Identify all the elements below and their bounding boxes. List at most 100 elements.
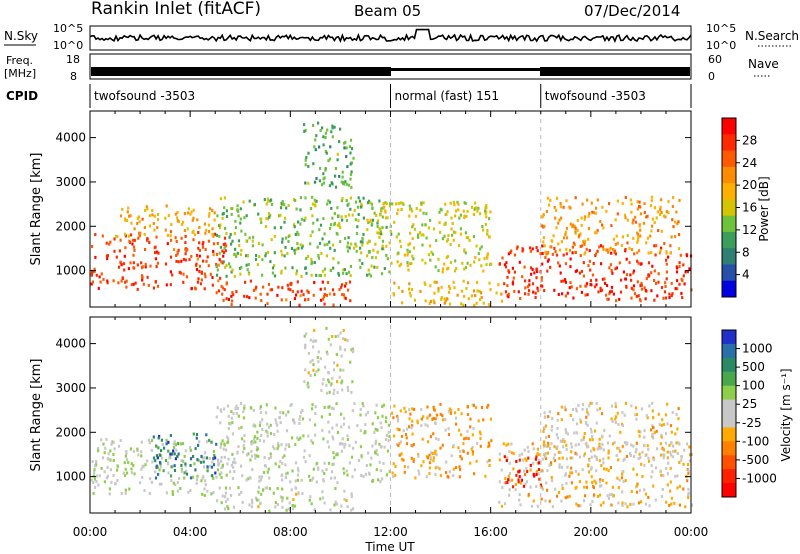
velocity-cell-0 [176, 489, 179, 493]
velocity-cell-0 [203, 465, 206, 469]
velocity-cell-7 [573, 431, 576, 435]
power-cell-0 [224, 244, 228, 248]
power-cell-4 [385, 202, 388, 206]
velocity-cell-1 [210, 465, 214, 469]
velocity-cell-7 [651, 409, 654, 413]
power-cell-6 [508, 270, 511, 274]
power-cell-6 [632, 288, 635, 292]
power-cell-5 [500, 299, 504, 303]
power-cell-3 [280, 226, 283, 230]
velocity-cell-0 [189, 488, 192, 492]
power-cell-0 [98, 275, 101, 279]
velocity-cell-0 [203, 493, 206, 497]
velocity-cell-0 [221, 439, 224, 443]
velocity-cell-3 [368, 472, 371, 476]
power-cell-3 [379, 232, 382, 235]
power-cell-7 [660, 211, 663, 214]
velocity-cell-5 [553, 453, 556, 457]
power-cell-6 [653, 269, 656, 273]
velocity-cell-3 [239, 402, 243, 405]
velocity-cell-4 [433, 408, 436, 412]
velocity-cell-4 [404, 410, 407, 414]
power-cell-2 [285, 298, 288, 302]
velocity-cell-0 [97, 483, 100, 487]
power-cell-2 [220, 284, 223, 288]
power-cell-6 [653, 298, 656, 302]
power-cell-4 [464, 251, 467, 255]
power-cell-7 [601, 205, 604, 209]
velocity-cell-5 [660, 495, 663, 498]
velocity-cell-2 [257, 490, 260, 494]
power-cell-4 [408, 250, 411, 254]
power-cell-0 [105, 241, 108, 245]
power-cell-3 [295, 247, 298, 251]
velocity-cell-1 [154, 459, 157, 463]
power-cell-3 [218, 224, 221, 227]
power-cell-3 [321, 237, 324, 241]
power-cell-0 [197, 277, 200, 281]
velocity-cell-2 [255, 498, 259, 502]
power-cell-6 [551, 252, 554, 256]
velocity-cell-4 [393, 404, 396, 408]
power-cell-6 [619, 290, 623, 294]
power-cell-3 [340, 215, 343, 219]
power-cell-6 [624, 277, 627, 281]
colorbar-tick-label: 8 [742, 245, 750, 259]
power-cell-7 [621, 235, 624, 239]
power-cell-6 [528, 279, 531, 283]
power-cell-7 [659, 248, 662, 252]
velocity-cell-1 [215, 442, 218, 446]
velocity-cell-4 [416, 421, 419, 425]
power-cell-3 [371, 222, 374, 226]
power-cell-6 [510, 249, 513, 253]
velocity-cell-3 [304, 460, 307, 464]
power-cell-7 [605, 248, 608, 252]
power-cell-2 [296, 280, 299, 284]
velocity-cell-2 [329, 508, 332, 512]
velocity-cell-5 [629, 454, 632, 457]
power-cell-4 [383, 205, 386, 209]
power-cell-8 [331, 124, 334, 128]
velocity-cell-7 [603, 428, 606, 432]
velocity-cell-3 [315, 480, 318, 484]
colorbar-tick-label: 12 [742, 223, 757, 237]
velocity-cell-2 [310, 502, 313, 506]
velocity-cell-2 [223, 495, 227, 499]
velocity-cell-4 [447, 427, 450, 431]
power-cell-4 [483, 257, 486, 261]
velocity-cell-8 [340, 381, 343, 385]
power-cell-4 [370, 202, 373, 206]
velocity-cell-3 [254, 440, 257, 444]
power-cell-7 [659, 205, 662, 209]
velocity-cell-8 [343, 348, 346, 352]
velocity-cell-5 [527, 449, 530, 453]
power-cell-7 [642, 221, 646, 225]
power-cell-0 [142, 282, 145, 286]
velocity-cell-0 [160, 482, 163, 486]
power-cell-3 [348, 270, 351, 274]
power-cell-3 [349, 274, 352, 278]
velocity-cell-3 [320, 415, 323, 419]
velocity-cell-5 [540, 497, 543, 501]
velocity-cell-4 [479, 437, 482, 441]
velocity-cell-4 [441, 418, 445, 422]
power-cell-4 [485, 215, 488, 219]
power-cell-8 [345, 182, 348, 186]
velocity-cell-7 [633, 455, 636, 458]
power-cell-3 [384, 216, 388, 220]
velocity-cell-4 [441, 414, 444, 418]
velocity-cell-3 [357, 459, 361, 462]
velocity-cell-3 [294, 461, 298, 465]
power-cell-7 [655, 216, 658, 220]
power-cell-6 [549, 265, 552, 269]
velocity-cell-5 [669, 466, 672, 470]
velocity-cell-3 [350, 455, 354, 459]
power-cell-3 [321, 269, 325, 273]
power-cell-6 [610, 285, 614, 289]
power-cell-3 [299, 243, 302, 247]
power-cell-3 [230, 242, 233, 246]
power-cell-3 [346, 249, 350, 253]
power-cell-6 [682, 263, 685, 267]
velocity-cell-5 [602, 501, 605, 505]
velocity-cell-8 [339, 368, 342, 372]
